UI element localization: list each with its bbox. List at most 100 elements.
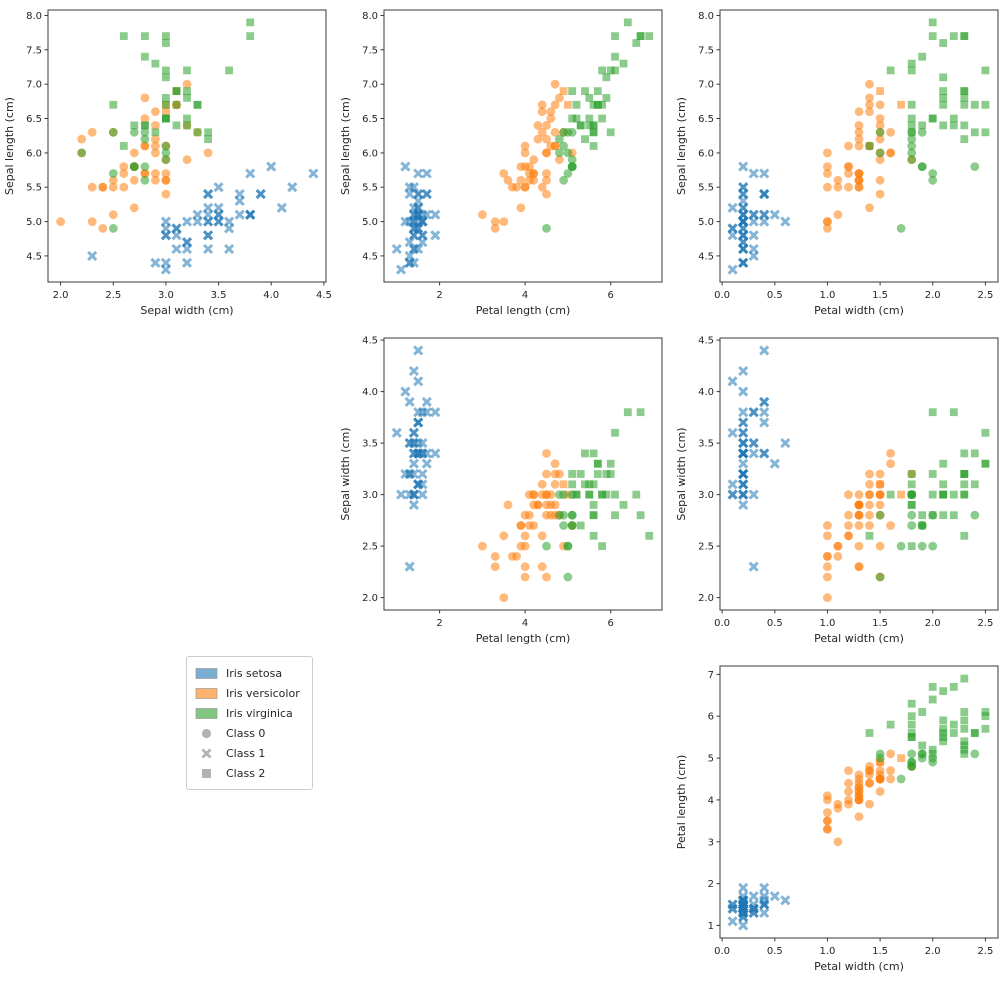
svg-text:7.0: 7.0 [26,80,42,91]
subplot-sepal-length-vs-petal-length: 2 4 6 4.5 5.0 5.5 6.0 6.5 7.0 7.5 8.0 Petal length … [339,9,663,317]
svg-text:7.0: 7.0 [698,80,714,91]
svg-text:1.0: 1.0 [819,946,835,957]
svg-text:Sepal width (cm): Sepal width (cm) [140,304,233,317]
svg-text:3.0: 3.0 [158,290,174,301]
svg-text:6: 6 [708,712,714,723]
svg-text:6.0: 6.0 [698,148,714,159]
svg-text:2.0: 2.0 [925,946,941,957]
svg-text:2.0: 2.0 [925,290,941,301]
legend-patch-iris-setosa [195,666,219,681]
svg-text:3.5: 3.5 [698,439,714,450]
legend-class2-square-icon [195,766,219,781]
svg-text:Sepal length (cm): Sepal length (cm) [675,97,688,195]
legend-label: Iris setosa [226,666,283,680]
svg-text:4.5: 4.5 [362,251,378,262]
svg-text:1.0: 1.0 [819,290,835,301]
legend-entry: Iris versicolor [195,685,300,701]
svg-text:0.0: 0.0 [714,618,730,629]
svg-text:2.0: 2.0 [925,618,941,629]
svg-text:2.5: 2.5 [362,542,378,553]
subplot-sepal-width-vs-petal-width: 0.0 0.5 1.0 1.5 2.0 2.5 2.0 2.5 3.0 3.5 4.0 4.5 Peta… [675,336,999,645]
subplot-petal-length-vs-petal-width: 0.0 0.5 1.0 1.5 2.0 2.5 1 2 3 4 5 6 7 Petal width (cm… [675,665,999,973]
svg-text:Sepal length (cm): Sepal length (cm) [339,97,352,195]
legend-label: Iris virginica [226,706,293,720]
svg-text:5.0: 5.0 [26,217,42,228]
svg-text:4.0: 4.0 [698,387,714,398]
legend: Iris setosa Iris versicolor Iris virgini… [186,656,313,790]
svg-text:7.5: 7.5 [698,45,714,56]
svg-text:6: 6 [608,290,614,301]
svg-text:7.5: 7.5 [362,45,378,56]
legend-label: Class 0 [226,726,266,740]
svg-text:8.0: 8.0 [698,11,714,22]
svg-text:2.5: 2.5 [977,618,993,629]
svg-text:3.5: 3.5 [362,439,378,450]
legend-label: Class 1 [226,746,266,760]
svg-text:Petal length (cm): Petal length (cm) [675,755,688,850]
svg-text:4.5: 4.5 [362,336,378,347]
legend-patch-iris-versicolor [195,686,219,701]
svg-text:2.5: 2.5 [105,290,121,301]
svg-text:4: 4 [708,795,714,806]
legend-class0-circle-icon [195,726,219,741]
svg-text:3: 3 [708,837,714,848]
svg-text:1.5: 1.5 [872,946,888,957]
svg-text:2.5: 2.5 [977,946,993,957]
svg-text:0.5: 0.5 [767,618,783,629]
svg-text:0.0: 0.0 [714,946,730,957]
svg-text:2.5: 2.5 [977,290,993,301]
svg-text:0.0: 0.0 [714,290,730,301]
svg-text:5.0: 5.0 [698,217,714,228]
svg-text:2: 2 [436,290,442,301]
svg-text:6.5: 6.5 [362,114,378,125]
legend-label: Class 2 [226,766,266,780]
svg-text:1.5: 1.5 [872,618,888,629]
svg-text:5: 5 [708,754,714,765]
svg-text:6.0: 6.0 [26,148,42,159]
svg-text:6.0: 6.0 [362,148,378,159]
svg-text:3.0: 3.0 [698,490,714,501]
legend-class1-x-icon [195,746,219,761]
svg-text:5.5: 5.5 [362,183,378,194]
svg-text:6.5: 6.5 [698,114,714,125]
svg-text:6: 6 [608,618,614,629]
svg-text:2.0: 2.0 [362,593,378,604]
subplot-sepal-length-vs-petal-width: 0.0 0.5 1.0 1.5 2.0 2.5 4.5 5.0 5.5 6.0 6.5 7.0 7.5 8… [675,9,999,317]
svg-text:1.0: 1.0 [819,618,835,629]
svg-text:5.0: 5.0 [362,217,378,228]
svg-text:4: 4 [522,290,528,301]
svg-text:0.5: 0.5 [767,946,783,957]
svg-text:0.5: 0.5 [767,290,783,301]
svg-text:4.0: 4.0 [362,387,378,398]
svg-text:7: 7 [708,670,714,681]
legend-label: Iris versicolor [226,686,300,700]
svg-text:1: 1 [708,921,714,932]
svg-text:4: 4 [522,618,528,629]
svg-text:7.0: 7.0 [362,80,378,91]
svg-text:4.5: 4.5 [698,251,714,262]
svg-text:6.5: 6.5 [26,114,42,125]
svg-text:2.0: 2.0 [53,290,69,301]
svg-text:Sepal width (cm): Sepal width (cm) [339,427,352,520]
svg-text:5.5: 5.5 [698,183,714,194]
svg-text:5.5: 5.5 [26,183,42,194]
legend-entry: Iris virginica [195,705,300,721]
svg-text:8.0: 8.0 [362,11,378,22]
svg-text:4.5: 4.5 [26,251,42,262]
svg-text:2.5: 2.5 [698,542,714,553]
subplot-sepal-length-vs-sepal-width: 2.0 2.5 3.0 3.5 4.0 4.5 4.5 5.0 5.5 6.0 6.5 7.0 7.5 8… [3,9,332,317]
legend-entry: Class 1 [195,745,300,761]
svg-text:7.5: 7.5 [26,45,42,56]
svg-text:8.0: 8.0 [26,11,42,22]
svg-text:Petal length (cm): Petal length (cm) [476,304,571,317]
svg-text:Sepal width (cm): Sepal width (cm) [675,427,688,520]
svg-text:1.5: 1.5 [872,290,888,301]
svg-text:Petal width (cm): Petal width (cm) [814,304,904,317]
svg-text:Petal width (cm): Petal width (cm) [814,960,904,973]
svg-text:4.5: 4.5 [316,290,332,301]
svg-text:3.5: 3.5 [211,290,227,301]
legend-entry: Iris setosa [195,665,300,681]
svg-text:Petal length (cm): Petal length (cm) [476,632,571,645]
svg-text:2: 2 [436,618,442,629]
